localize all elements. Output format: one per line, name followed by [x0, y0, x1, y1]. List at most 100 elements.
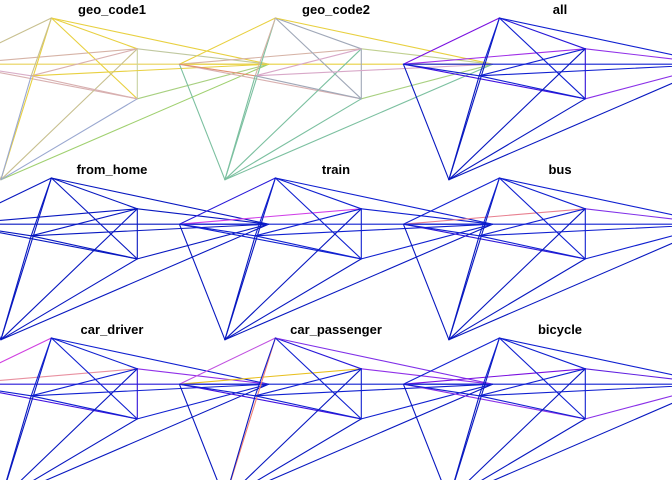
network-edge-A-F [0, 175, 2, 181]
network-edge-E-F [224, 98, 362, 181]
facet-panel-car-driver: car_driver [0, 322, 270, 480]
network-edge-E-G [478, 235, 586, 260]
network-edge-B-G [254, 177, 276, 237]
network-edge-A-G [402, 223, 480, 237]
network-edge-B-C [274, 337, 362, 370]
network-edge-E-G [254, 395, 362, 420]
network-edge-F-G [230, 395, 256, 480]
network-edge-A-C [0, 208, 138, 221]
network-edge-D-F [224, 63, 494, 181]
network-edge-B-D [274, 17, 494, 65]
network-edge-C-D [136, 368, 270, 385]
network-edge-C-F [20, 368, 138, 480]
network-edge-A-E [402, 383, 586, 420]
network-edge-A-B [0, 17, 52, 44]
facet-panel-bicycle: bicycle [402, 322, 672, 480]
network-edge-A-E [402, 223, 586, 260]
network-edge-E-F [448, 258, 586, 341]
network-edge-B-C [498, 17, 586, 50]
network-edge-E-F [224, 258, 362, 341]
network-edge-D-F [45, 383, 270, 480]
network-edge-D-E [584, 235, 672, 260]
network-edge-A-E [0, 392, 138, 420]
network-edge-B-C [50, 17, 138, 50]
network-edge-A-E [178, 383, 362, 420]
network-edge-D-G [30, 63, 270, 77]
network-edge-C-G [30, 368, 138, 397]
network-edge-C-F [244, 368, 362, 480]
network-edge-A-F [402, 383, 442, 480]
facet-panel-car-passenger: car_passenger [178, 322, 494, 480]
network-edge-E-G [478, 395, 586, 420]
network-edge-A-B [402, 337, 500, 385]
panel-title: geo_code1 [78, 2, 146, 17]
network-edge-E-F [481, 418, 586, 480]
network-edge-F-G [6, 395, 32, 480]
network-edge-B-G [30, 337, 52, 397]
network-edge-A-C [402, 368, 586, 385]
network-edge-B-D [274, 337, 494, 385]
network-edge-B-G [254, 337, 276, 397]
network-edge-B-D [274, 177, 494, 225]
network-edge-E-G [478, 75, 586, 100]
network-edge-E-G [254, 75, 362, 100]
network-edge-C-G [478, 368, 586, 397]
network-edge-F-G [0, 75, 32, 181]
network-edge-A-E [178, 63, 362, 100]
network-edge-E-F [0, 98, 138, 181]
panel-title: car_passenger [290, 322, 382, 337]
network-edge-D-G [30, 383, 270, 397]
network-edge-A-B [0, 337, 52, 364]
network-edge-D-F [269, 383, 494, 480]
network-edge-C-G [30, 48, 138, 77]
network-edge-E-F [448, 98, 586, 181]
network-edge-B-G [478, 337, 500, 397]
network-edge-E-G [254, 235, 362, 260]
network-edge-F-G [454, 395, 480, 480]
network-edge-D-E [136, 223, 270, 260]
network-edge-D-F [0, 63, 270, 181]
network-edge-B-D [50, 337, 270, 385]
network-edge-E-G [30, 235, 138, 260]
network-edge-A-G [0, 390, 32, 397]
network-edge-A-F [178, 383, 218, 480]
network-edge-F-G [0, 235, 32, 341]
network-edge-A-C [178, 48, 362, 65]
network-edge-B-G [30, 177, 52, 237]
network-edge-C-D [584, 208, 672, 220]
network-edge-B-D [498, 337, 672, 376]
network-edge-A-G [178, 383, 256, 397]
network-edge-C-F [468, 368, 586, 480]
network-edge-B-C [274, 177, 362, 210]
network-edge-E-F [257, 418, 362, 480]
network-edge-A-B [0, 177, 52, 204]
network-edge-A-G [402, 383, 480, 397]
network-edge-A-E [178, 223, 362, 260]
network-edge-A-B [178, 177, 276, 225]
network-edge-B-E [498, 177, 586, 260]
panel-title: geo_code2 [302, 2, 370, 17]
network-edge-F-G [448, 75, 480, 181]
network-edge-D-E [360, 223, 494, 260]
network-edge-A-G [0, 230, 32, 237]
network-edge-A-C [402, 208, 586, 225]
network-edge-C-F [0, 48, 138, 181]
network-edge-A-B [402, 17, 500, 65]
network-edge-A-F [402, 223, 450, 341]
panel-title: bicycle [538, 322, 582, 337]
panel-title: bus [548, 162, 571, 177]
network-edge-B-D [498, 177, 672, 216]
network-edge-B-D [50, 177, 270, 225]
network-edge-A-F [178, 223, 226, 341]
network-edge-C-G [478, 48, 586, 77]
network-edge-A-E [0, 232, 138, 260]
network-edge-C-F [0, 208, 138, 341]
network-edge-C-F [224, 208, 362, 341]
facet-panel-geo-code2: geo_code2 [178, 2, 494, 181]
network-edge-B-C [50, 177, 138, 210]
network-edge-B-D [498, 17, 672, 56]
network-edge-E-G [30, 75, 138, 100]
network-edge-C-D [136, 48, 270, 65]
network-edge-E-F [0, 258, 138, 341]
